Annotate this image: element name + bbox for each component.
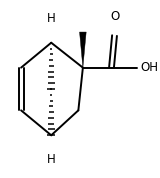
Text: OH: OH: [140, 61, 158, 74]
Text: H: H: [47, 153, 56, 166]
Text: H: H: [47, 12, 56, 25]
Text: O: O: [110, 10, 119, 23]
Polygon shape: [80, 32, 86, 68]
